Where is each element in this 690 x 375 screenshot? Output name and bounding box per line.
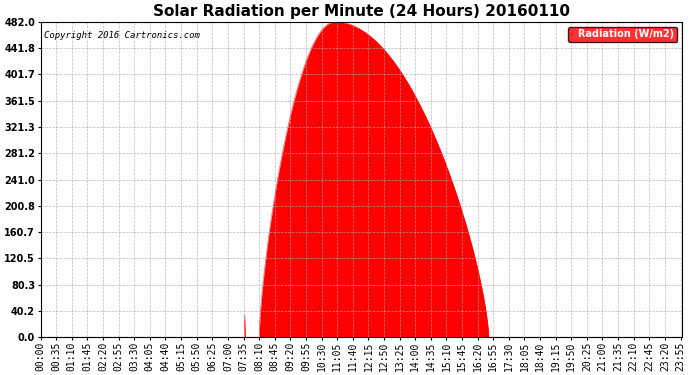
Title: Solar Radiation per Minute (24 Hours) 20160110: Solar Radiation per Minute (24 Hours) 20… xyxy=(153,4,570,19)
Text: Copyright 2016 Cartronics.com: Copyright 2016 Cartronics.com xyxy=(43,31,199,40)
Legend: Radiation (W/m2): Radiation (W/m2) xyxy=(568,27,678,42)
